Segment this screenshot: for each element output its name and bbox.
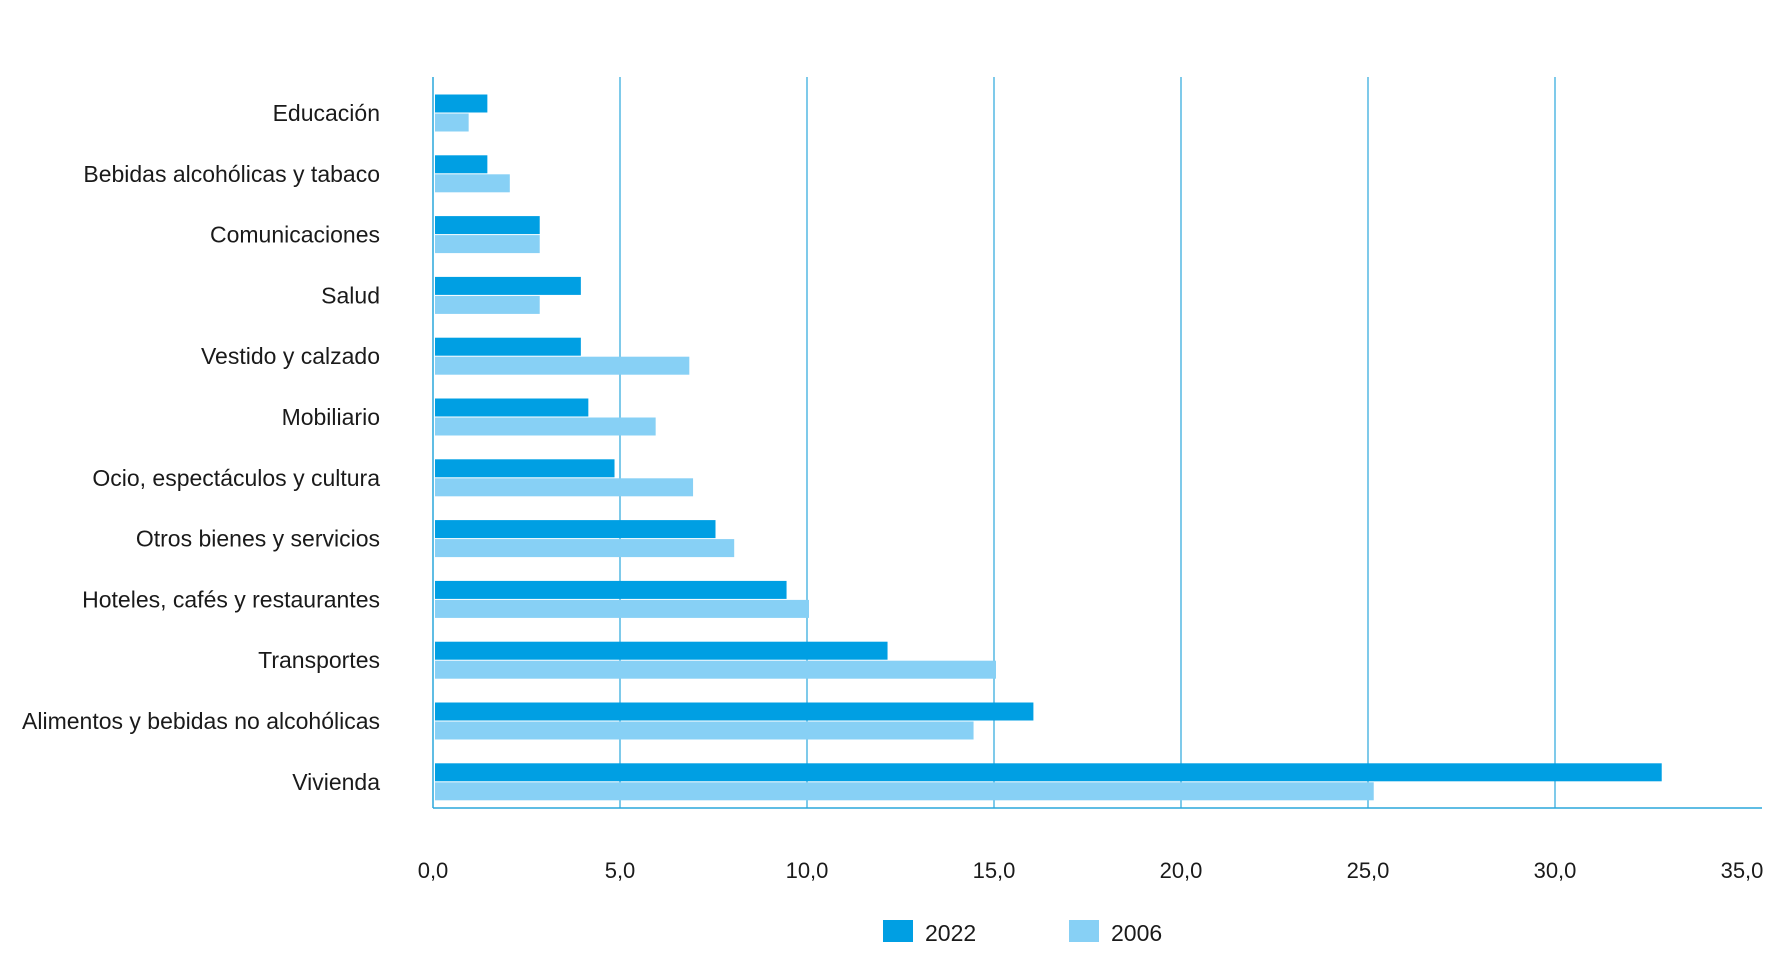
- category-label: Transportes: [258, 647, 380, 673]
- legend-swatch: [883, 920, 913, 942]
- bar-2022: [435, 337, 581, 356]
- bar-2022: [435, 520, 716, 539]
- bar-2022: [435, 398, 589, 417]
- bar-2022: [435, 155, 488, 174]
- bar-2006: [435, 721, 974, 740]
- bar-2006: [435, 295, 540, 314]
- category-label: Alimentos y bebidas no alcohólicas: [22, 708, 380, 734]
- bar-2022: [435, 763, 1662, 782]
- category-label: Salud: [321, 282, 380, 308]
- bar-2022: [435, 580, 787, 599]
- legend-label: 2022: [925, 920, 976, 946]
- bar-2006: [435, 235, 540, 254]
- bar-2022: [435, 276, 581, 295]
- bar-2022: [435, 216, 540, 235]
- axes: [432, 77, 1762, 809]
- x-tick-label: 35,0: [1721, 858, 1764, 883]
- x-tick-label: 5,0: [605, 858, 636, 883]
- bar-2022: [435, 94, 488, 113]
- x-tick-label: 0,0: [418, 858, 449, 883]
- bars: [435, 94, 1662, 801]
- x-tick-label: 30,0: [1534, 858, 1577, 883]
- category-label: Mobiliario: [282, 404, 380, 430]
- bar-2006: [435, 660, 996, 679]
- bar-2006: [435, 782, 1374, 801]
- category-label: Ocio, espectáculos y cultura: [92, 465, 380, 491]
- x-tick-labels: 0,0 5,0 10,0 15,0 20,0 25,0 30,0 35,0: [418, 858, 1764, 883]
- category-label: Vestido y calzado: [201, 343, 380, 369]
- bar-2022: [435, 702, 1034, 721]
- bar-2006: [435, 113, 469, 132]
- x-tick-label: 15,0: [973, 858, 1016, 883]
- x-tick-label: 10,0: [786, 858, 829, 883]
- bar-2006: [435, 174, 510, 193]
- category-label: Educación: [273, 100, 380, 126]
- bar-2006: [435, 599, 809, 618]
- legend-swatch: [1069, 920, 1099, 942]
- category-label: Otros bienes y servicios: [136, 526, 380, 552]
- category-label: Vivienda: [292, 769, 380, 795]
- grid-lines: [619, 77, 1556, 808]
- x-tick-label: 20,0: [1160, 858, 1203, 883]
- category-label: Comunicaciones: [210, 222, 380, 248]
- legend-label: 2006: [1111, 920, 1162, 946]
- category-label: Hoteles, cafés y restaurantes: [82, 586, 380, 612]
- category-labels: Educación Bebidas alcohólicas y tabaco Com…: [22, 100, 380, 795]
- bar-2006: [435, 539, 735, 558]
- bar-2006: [435, 356, 690, 375]
- x-tick-label: 25,0: [1347, 858, 1390, 883]
- bar-2022: [435, 641, 888, 660]
- category-label: Bebidas alcohólicas y tabaco: [83, 161, 380, 187]
- legend: 2022 2006: [883, 920, 1162, 946]
- bar-2022: [435, 459, 615, 478]
- bar-2006: [435, 417, 656, 436]
- bar-2006: [435, 478, 694, 497]
